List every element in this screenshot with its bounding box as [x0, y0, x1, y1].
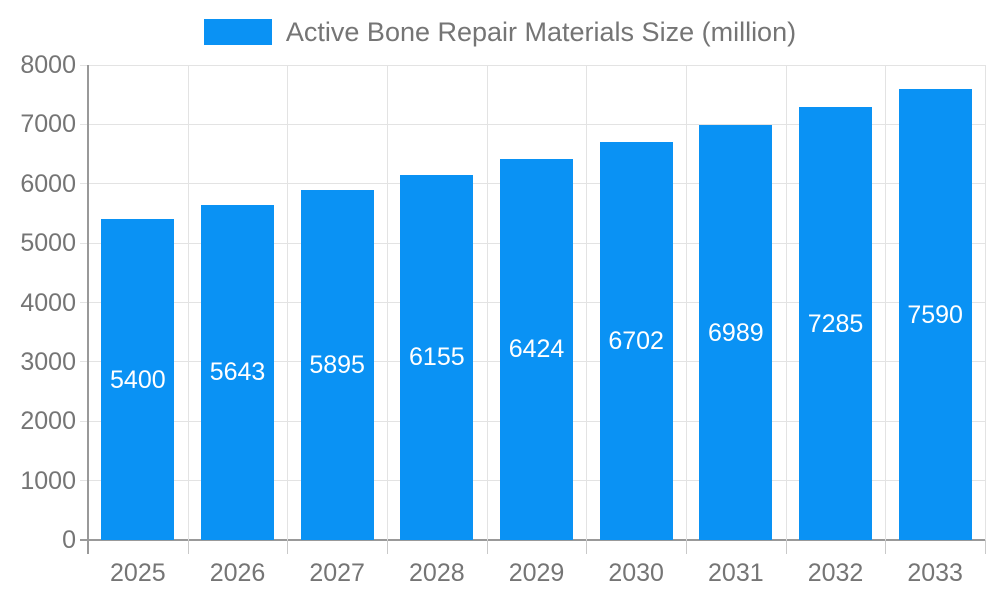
bar-value-label: 6424 — [508, 335, 565, 364]
legend-swatch — [203, 19, 272, 45]
gridline-vertical — [885, 65, 887, 540]
bar[interactable]: 6702 — [599, 142, 673, 540]
gridline-vertical — [686, 65, 687, 540]
y-axis-label: 7000 — [20, 110, 76, 139]
bar[interactable]: 5895 — [300, 189, 374, 540]
x-axis-label: 2029 — [508, 559, 565, 587]
bar-value-label: 5895 — [309, 350, 365, 379]
bar[interactable]: 6155 — [400, 174, 474, 540]
bar-value-label: 7590 — [907, 300, 963, 329]
bar-value-label: 5400 — [110, 365, 166, 394]
gridline-vertical — [187, 65, 189, 540]
gridline-vertical — [486, 65, 488, 540]
gridline-vertical — [785, 65, 787, 540]
x-axis-tick — [287, 540, 289, 554]
y-axis-label: 3000 — [20, 347, 76, 376]
bar[interactable]: 7285 — [799, 107, 872, 540]
bar[interactable]: 5643 — [201, 204, 274, 540]
gridline-vertical — [985, 65, 986, 540]
x-axis-label: 2026 — [209, 559, 266, 587]
x-axis-label: 2025 — [110, 559, 166, 587]
bar[interactable]: 6424 — [500, 158, 573, 540]
bar-value-label: 5643 — [209, 358, 266, 387]
x-axis-tick — [586, 540, 588, 554]
gridline-vertical — [287, 65, 289, 540]
y-axis-label: 1000 — [20, 466, 76, 495]
gridline-vertical — [387, 65, 388, 540]
y-axis-label: 4000 — [20, 288, 76, 317]
y-axis-label: 0 — [62, 526, 76, 554]
bar[interactable]: 5400 — [101, 219, 175, 540]
legend-label: Active Bone Repair Materials Size (milli… — [285, 17, 797, 47]
bar[interactable]: 6989 — [699, 125, 773, 540]
x-axis-label: 2031 — [708, 559, 764, 587]
y-axis-label: 2000 — [20, 407, 76, 436]
x-axis-label: 2027 — [309, 559, 365, 587]
x-axis-tick — [187, 540, 189, 554]
y-axis-label: 5000 — [20, 229, 76, 258]
x-axis-tick — [985, 540, 986, 554]
bar[interactable]: 7590 — [898, 89, 972, 540]
x-axis-label: 2033 — [907, 559, 963, 587]
bar-value-label: 6989 — [708, 318, 764, 347]
y-axis-line — [87, 65, 89, 554]
bar-value-label: 7285 — [807, 309, 864, 338]
gridline-vertical — [586, 65, 588, 540]
x-axis-tick — [486, 540, 488, 554]
y-axis-label: 6000 — [20, 169, 76, 198]
x-axis-label: 2030 — [608, 559, 664, 587]
x-axis-label: 2032 — [807, 559, 864, 587]
x-axis-tick — [785, 540, 787, 554]
bar-value-label: 6155 — [409, 343, 465, 372]
gridline-horizontal — [80, 64, 985, 66]
x-axis-tick — [885, 540, 887, 554]
x-axis-tick — [686, 540, 687, 554]
x-axis-tick — [387, 540, 388, 554]
x-axis-line — [80, 539, 985, 541]
legend[interactable]: Active Bone Repair Materials Size (milli… — [0, 16, 1000, 48]
bar-value-label: 6702 — [608, 327, 664, 356]
x-axis-label: 2028 — [409, 559, 465, 587]
gridline-horizontal — [80, 123, 985, 125]
y-axis-label: 8000 — [20, 51, 76, 79]
